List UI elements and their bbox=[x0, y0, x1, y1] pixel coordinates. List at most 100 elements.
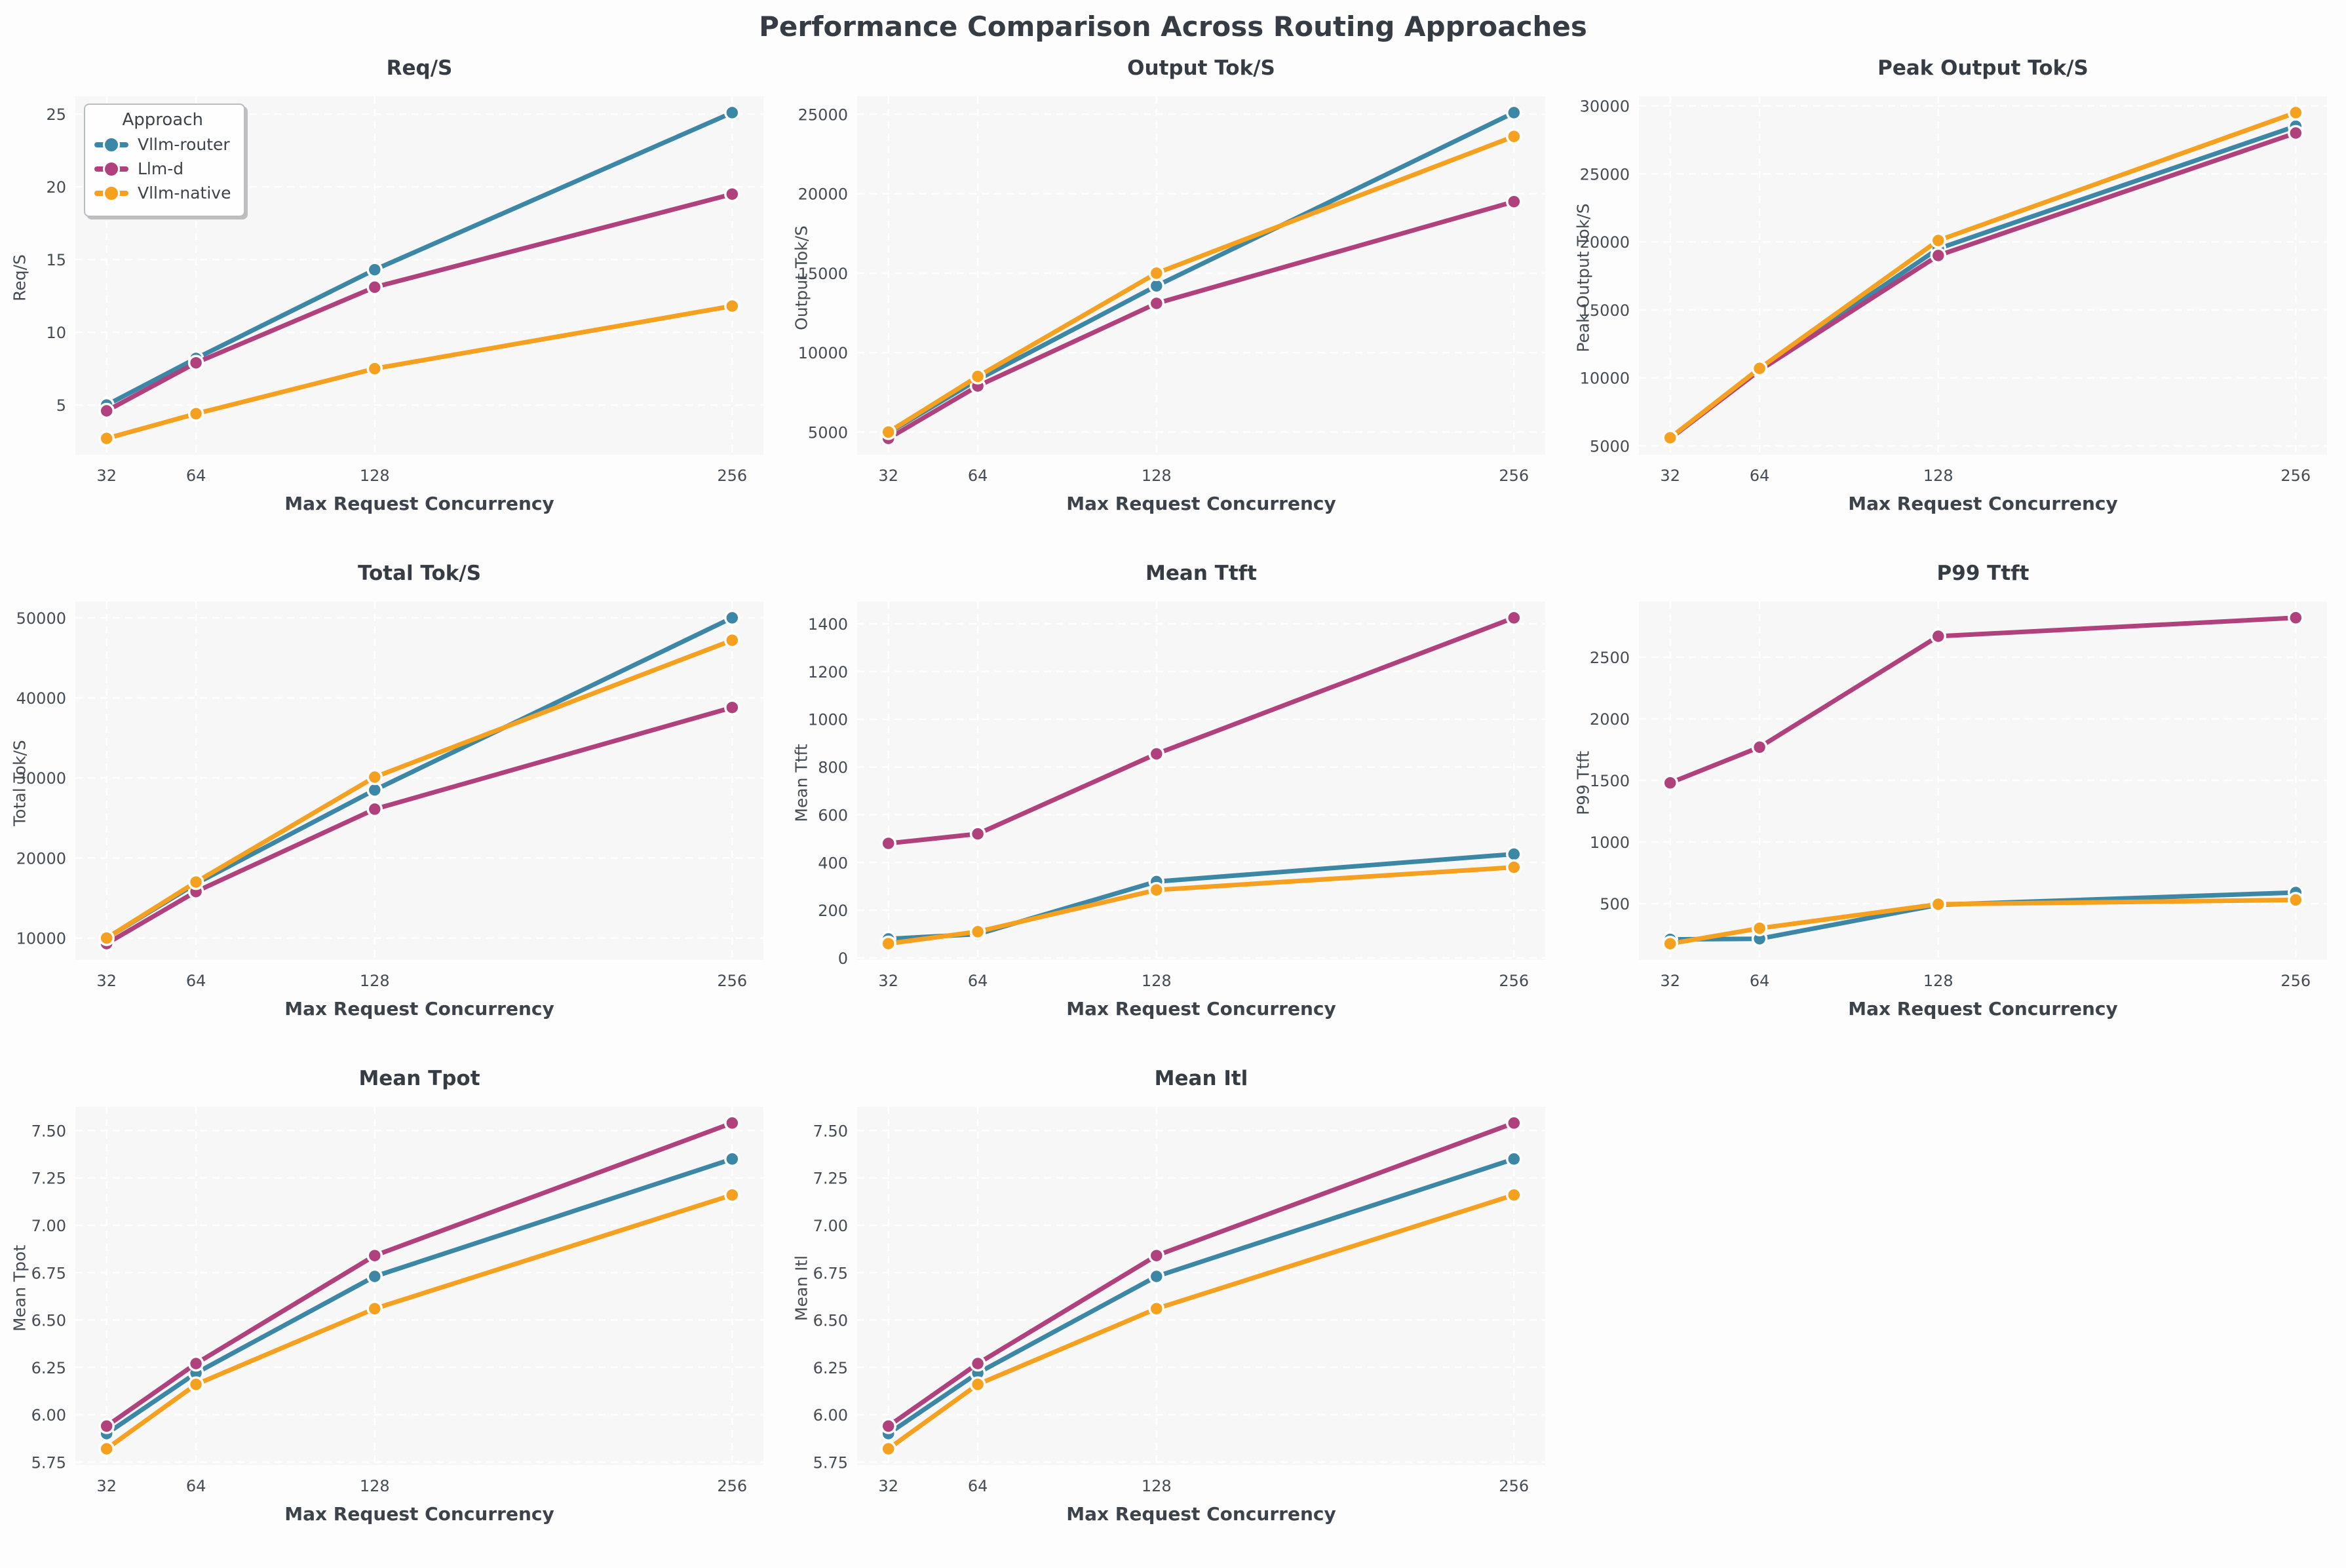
plot-wrap: Mean Ttft 0 200 400 600 800 1000 1200 1400 32 64 1… bbox=[782, 592, 1564, 998]
y-axis-label: Mean Tpot bbox=[10, 1244, 29, 1332]
svg-text:256: 256 bbox=[717, 972, 747, 990]
svg-text:128: 128 bbox=[1142, 467, 1172, 485]
legend-item-label: Vllm-native bbox=[138, 183, 231, 202]
svg-text:256: 256 bbox=[717, 467, 747, 485]
empty-cell bbox=[1564, 1052, 2345, 1558]
chart-title: Mean Ttft bbox=[1145, 562, 1257, 585]
svg-text:6.75: 6.75 bbox=[31, 1264, 66, 1282]
legend: Approach Vllm-router Llm-d Vllm-native bbox=[84, 104, 246, 217]
svg-text:6.00: 6.00 bbox=[813, 1406, 848, 1425]
svg-text:6.00: 6.00 bbox=[31, 1406, 66, 1425]
plot-area: 10000 20000 30000 40000 50000 32 64 128 256 bbox=[16, 602, 763, 990]
svg-text:15000: 15000 bbox=[1580, 301, 1630, 320]
plot-wrap: Mean Itl 5.75 6.00 6.25 6.50 6.75 7.00 7.25 7.5… bbox=[782, 1097, 1564, 1503]
legend-item: Vllm-router bbox=[94, 135, 231, 154]
x-axis-label: Max Request Concurrency bbox=[284, 1503, 554, 1525]
svg-text:32: 32 bbox=[96, 467, 117, 485]
x-axis-label: Max Request Concurrency bbox=[284, 998, 554, 1020]
svg-text:32: 32 bbox=[96, 1477, 117, 1495]
svg-text:64: 64 bbox=[186, 1477, 206, 1495]
plot-wrap: Req/S 5 10 15 20 25 32 64 128 256 Approach Vllm-… bbox=[0, 86, 782, 493]
plot-area: 500 1000 1500 2000 2500 32 64 128 256 bbox=[1590, 602, 2327, 990]
svg-text:6.25: 6.25 bbox=[31, 1359, 66, 1377]
legend-item-label: Llm-d bbox=[138, 159, 184, 178]
svg-text:25000: 25000 bbox=[1580, 165, 1630, 183]
svg-text:2500: 2500 bbox=[1590, 649, 1630, 667]
svg-text:32: 32 bbox=[878, 972, 898, 990]
svg-text:32: 32 bbox=[1660, 972, 1680, 990]
svg-text:128: 128 bbox=[360, 972, 390, 990]
y-axis-label: Mean Ttft bbox=[792, 744, 811, 822]
svg-text:20: 20 bbox=[46, 178, 66, 197]
svg-text:500: 500 bbox=[1600, 895, 1630, 913]
plot-area: 5.75 6.00 6.25 6.50 6.75 7.00 7.25 7.50 32 64 128 2… bbox=[813, 1107, 1545, 1495]
svg-text:20000: 20000 bbox=[1580, 233, 1630, 252]
svg-text:1200: 1200 bbox=[808, 663, 848, 681]
chart-peak-output-tok-s: Peak Output Tok/S Peak Output Tok/S 5000… bbox=[1564, 42, 2345, 547]
plot-wrap: Total Tok/S 10000 20000 30000 40000 50000 32 6… bbox=[0, 592, 782, 998]
svg-text:600: 600 bbox=[818, 806, 848, 824]
chart-p99-ttft: P99 Ttft P99 Ttft 500 1000 1500 2000 2500 32 6… bbox=[1564, 547, 2345, 1052]
svg-text:6.50: 6.50 bbox=[31, 1312, 66, 1330]
svg-text:32: 32 bbox=[878, 1477, 898, 1495]
legend-item-label: Vllm-router bbox=[138, 135, 230, 154]
svg-text:64: 64 bbox=[186, 972, 206, 990]
svg-text:1500: 1500 bbox=[1590, 772, 1630, 790]
x-axis-label: Max Request Concurrency bbox=[1066, 493, 1336, 514]
svg-text:64: 64 bbox=[968, 972, 988, 990]
y-axis-label: Req/S bbox=[10, 254, 29, 301]
plot-area: 0 200 400 600 800 1000 1200 1400 32 64 128 256 bbox=[808, 602, 1545, 990]
x-axis-label: Max Request Concurrency bbox=[1848, 493, 2118, 514]
plot-area: 5000 10000 15000 20000 25000 32 64 128 256 bbox=[798, 96, 1545, 485]
svg-text:5.75: 5.75 bbox=[31, 1453, 66, 1472]
svg-text:1000: 1000 bbox=[808, 711, 848, 729]
x-axis-label: Max Request Concurrency bbox=[1848, 998, 2118, 1020]
chart-mean-itl: Mean Itl Mean Itl 5.75 6.00 6.25 6.50 6.75 7.… bbox=[782, 1052, 1564, 1558]
svg-text:128: 128 bbox=[360, 1477, 390, 1495]
svg-text:25: 25 bbox=[46, 105, 66, 124]
x-axis-label: Max Request Concurrency bbox=[1066, 998, 1336, 1020]
svg-text:7.25: 7.25 bbox=[31, 1170, 66, 1188]
svg-text:400: 400 bbox=[818, 854, 848, 872]
svg-text:7.50: 7.50 bbox=[31, 1122, 66, 1140]
svg-text:64: 64 bbox=[1750, 467, 1770, 485]
svg-text:64: 64 bbox=[968, 1477, 988, 1495]
svg-text:5: 5 bbox=[56, 396, 66, 415]
svg-text:800: 800 bbox=[818, 759, 848, 777]
svg-text:2000: 2000 bbox=[1590, 710, 1630, 729]
svg-text:7.00: 7.00 bbox=[31, 1217, 66, 1235]
svg-text:30000: 30000 bbox=[1580, 98, 1630, 116]
legend-title: Approach bbox=[122, 110, 203, 130]
svg-text:0: 0 bbox=[838, 949, 848, 968]
svg-text:32: 32 bbox=[96, 972, 117, 990]
legend-item: Vllm-native bbox=[94, 183, 231, 202]
svg-text:1000: 1000 bbox=[1590, 833, 1630, 852]
svg-text:64: 64 bbox=[186, 467, 206, 485]
plot-wrap: Mean Tpot 5.75 6.00 6.25 6.50 6.75 7.00 7.25 7.… bbox=[0, 1097, 782, 1503]
svg-text:25000: 25000 bbox=[798, 105, 848, 124]
y-axis-label: Output Tok/S bbox=[792, 225, 811, 330]
x-axis-label: Max Request Concurrency bbox=[284, 493, 554, 514]
plot-area: 5.75 6.00 6.25 6.50 6.75 7.00 7.25 7.50 32 64 128 2… bbox=[31, 1107, 763, 1495]
y-axis-label: Total Tok/S bbox=[10, 740, 29, 826]
plot-area: 5000 10000 15000 20000 25000 30000 32 64 128 256 bbox=[1580, 96, 2327, 485]
svg-text:32: 32 bbox=[1660, 467, 1680, 485]
svg-text:6.75: 6.75 bbox=[813, 1264, 848, 1282]
y-axis-label: Mean Itl bbox=[792, 1255, 811, 1322]
plot-wrap: P99 Ttft 500 1000 1500 2000 2500 32 64 128 256 bbox=[1564, 592, 2345, 998]
svg-text:256: 256 bbox=[2280, 467, 2311, 485]
svg-text:10000: 10000 bbox=[1580, 370, 1630, 388]
charts-grid: Req/S Req/S 5 10 15 20 25 32 64 128 256 Approach… bbox=[0, 42, 2346, 1558]
y-axis-label: Peak Output Tok/S bbox=[1573, 203, 1593, 353]
svg-text:5.75: 5.75 bbox=[813, 1453, 848, 1472]
chart-output-tok-s: Output Tok/S Output Tok/S 5000 10000 15000… bbox=[782, 42, 1564, 547]
svg-text:20000: 20000 bbox=[798, 185, 848, 204]
svg-text:5000: 5000 bbox=[1590, 438, 1630, 456]
legend-marker-icon bbox=[94, 190, 128, 196]
svg-text:10000: 10000 bbox=[798, 344, 848, 362]
svg-text:6.25: 6.25 bbox=[813, 1359, 848, 1377]
chart-title: Total Tok/S bbox=[357, 562, 482, 585]
svg-text:40000: 40000 bbox=[16, 689, 66, 708]
svg-text:7.25: 7.25 bbox=[813, 1170, 848, 1188]
svg-text:5000: 5000 bbox=[808, 423, 848, 442]
